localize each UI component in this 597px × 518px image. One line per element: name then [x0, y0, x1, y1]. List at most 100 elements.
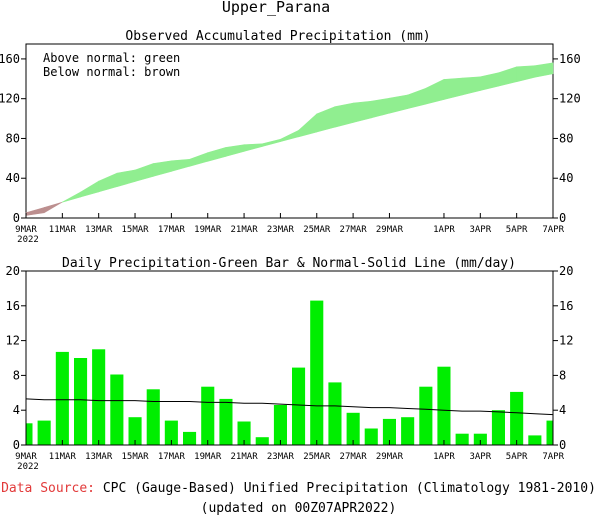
above-normal-band: [171, 158, 190, 172]
accumulated-ytick-label-left: 160: [0, 52, 20, 66]
accumulated-ytick-label-right: 120: [559, 92, 581, 106]
accumulated-xtick-label: 19MAR: [194, 225, 222, 235]
daily-ytick-label-left: 0: [13, 438, 20, 452]
accumulated-xtick-label: 15MAR: [121, 225, 149, 235]
daily-ytick-label-right: 12: [559, 334, 573, 348]
daily-precip-bar: [491, 410, 505, 445]
above-normal-band: [334, 102, 354, 128]
daily-xtick-label: 17MAR: [158, 452, 186, 462]
daily-ytick-label-left: 8: [13, 368, 20, 382]
daily-precip-bar: [26, 423, 33, 446]
daily-precip-bar: [401, 417, 415, 445]
daily-xtick-label: 15MAR: [121, 452, 149, 462]
above-normal-band: [298, 113, 318, 138]
daily-xtick-label: 29MAR: [376, 452, 404, 462]
daily-precip-bar: [364, 428, 378, 445]
accumulated-ytick-label-right: 160: [559, 52, 581, 66]
accumulated-ytick-label-left: 0: [13, 211, 20, 225]
daily-xtick-label: 13MAR: [85, 452, 113, 462]
daily-precipitation-panel: Daily Precipitation-Green Bar & Normal-S…: [6, 256, 574, 472]
legend-line-below: Below normal: brown: [43, 65, 180, 79]
daily-precip-bar: [310, 300, 324, 445]
above-normal-band: [189, 152, 208, 167]
daily-xtick-label: 23MAR: [267, 452, 295, 462]
daily-xtick-label: 25MAR: [303, 452, 331, 462]
daily-precip-bar: [437, 366, 451, 445]
accumulated-xtick-label: 11MAR: [49, 225, 77, 235]
above-normal-band: [461, 76, 481, 96]
above-normal-band: [80, 180, 99, 198]
accumulated-xtick-label: 27MAR: [340, 225, 368, 235]
daily-chart-title: Daily Precipitation-Green Bar & Normal-S…: [62, 256, 516, 271]
daily-xtick-label: 21MAR: [231, 452, 259, 462]
daily-xtick-label: 11MAR: [49, 452, 77, 462]
daily-ytick-label-left: 4: [13, 403, 20, 417]
above-normal-band: [261, 138, 281, 147]
daily-precip-bar: [455, 433, 469, 445]
accumulated-xtick-label: 3APR: [469, 225, 491, 235]
daily-precip-bar: [546, 420, 553, 445]
accumulated-ytick-label-right: 80: [559, 131, 573, 145]
above-normal-band: [61, 191, 81, 203]
daily-precip-bar: [292, 367, 306, 445]
daily-xtick-label: 5APR: [506, 452, 528, 462]
daily-xtick-label: 7APR: [542, 452, 564, 462]
below-normal-band: [43, 202, 63, 214]
accumulated-ytick-label-right: 40: [559, 171, 573, 185]
above-normal-band: [389, 94, 408, 114]
above-normal-band: [98, 172, 118, 193]
above-normal-band: [352, 100, 372, 123]
above-normal-band: [370, 97, 390, 119]
daily-ytick-label-right: 8: [559, 368, 566, 382]
accumulated-xtick-label: 7APR: [542, 225, 564, 235]
accumulated-xtick-label: 29MAR: [376, 225, 404, 235]
figure-title: Upper_Parana: [222, 0, 330, 16]
accumulated-plot-frame: [25, 43, 554, 219]
daily-plot-frame: [25, 270, 554, 446]
daily-xtick-label: 27MAR: [340, 452, 368, 462]
daily-ytick-label-right: 0: [559, 438, 566, 452]
above-normal-band: [516, 65, 536, 83]
accumulated-xtick-label: 25MAR: [303, 225, 331, 235]
accumulated-xtick-label: 5APR: [506, 225, 528, 235]
accumulated-xtick-label: 21MAR: [231, 225, 259, 235]
daily-precip-bar: [382, 418, 396, 445]
accumulated-chart-title: Observed Accumulated Precipitation (mm): [125, 29, 430, 44]
daily-precip-bar: [164, 420, 178, 445]
daily-precip-bar: [92, 349, 106, 445]
above-normal-band: [207, 147, 227, 162]
daily-precip-bar: [201, 386, 215, 445]
updated-line: (updated on 00Z07APR2022): [200, 501, 397, 516]
daily-precip-bar: [183, 431, 197, 445]
daily-precip-bar: [146, 389, 160, 445]
accumulated-xtick-label: 23MAR: [267, 225, 295, 235]
above-normal-band: [425, 78, 445, 105]
daily-ytick-label-left: 12: [6, 334, 20, 348]
daily-normal-line: [25, 398, 554, 416]
daily-ytick-label-left: 16: [6, 299, 20, 313]
accumulated-ytick-label-left: 40: [6, 171, 20, 185]
daily-xtick-label: 1APR: [433, 452, 455, 462]
daily-precip-bar: [237, 421, 251, 445]
accumulated-ytick-label-left: 80: [6, 131, 20, 145]
above-normal-band: [498, 66, 518, 87]
accumulated-ytick-label-right: 0: [559, 211, 566, 225]
daily-precip-bar: [110, 374, 124, 445]
accumulated-xtick-label: 1APR: [433, 225, 455, 235]
data-source-text: CPC (Gauge-Based) Unified Precipitation …: [102, 481, 596, 496]
above-normal-band: [152, 160, 172, 177]
daily-year-label: 2022: [17, 462, 39, 472]
accumulated-xtick-label: 17MAR: [158, 225, 186, 235]
above-normal-band: [280, 129, 299, 142]
accumulated-precipitation-panel: Observed Accumulated Precipitation (mm) …: [0, 29, 581, 245]
above-normal-band: [243, 143, 263, 152]
data-source-label: Data Source:: [1, 481, 95, 496]
daily-precip-bar: [219, 398, 233, 445]
above-normal-band: [443, 77, 463, 100]
daily-ytick-label-right: 4: [559, 403, 566, 417]
daily-precip-bar: [55, 351, 69, 445]
daily-xtick-label: 19MAR: [194, 452, 222, 462]
daily-precip-bar: [273, 405, 287, 445]
above-normal-band: [225, 144, 245, 157]
